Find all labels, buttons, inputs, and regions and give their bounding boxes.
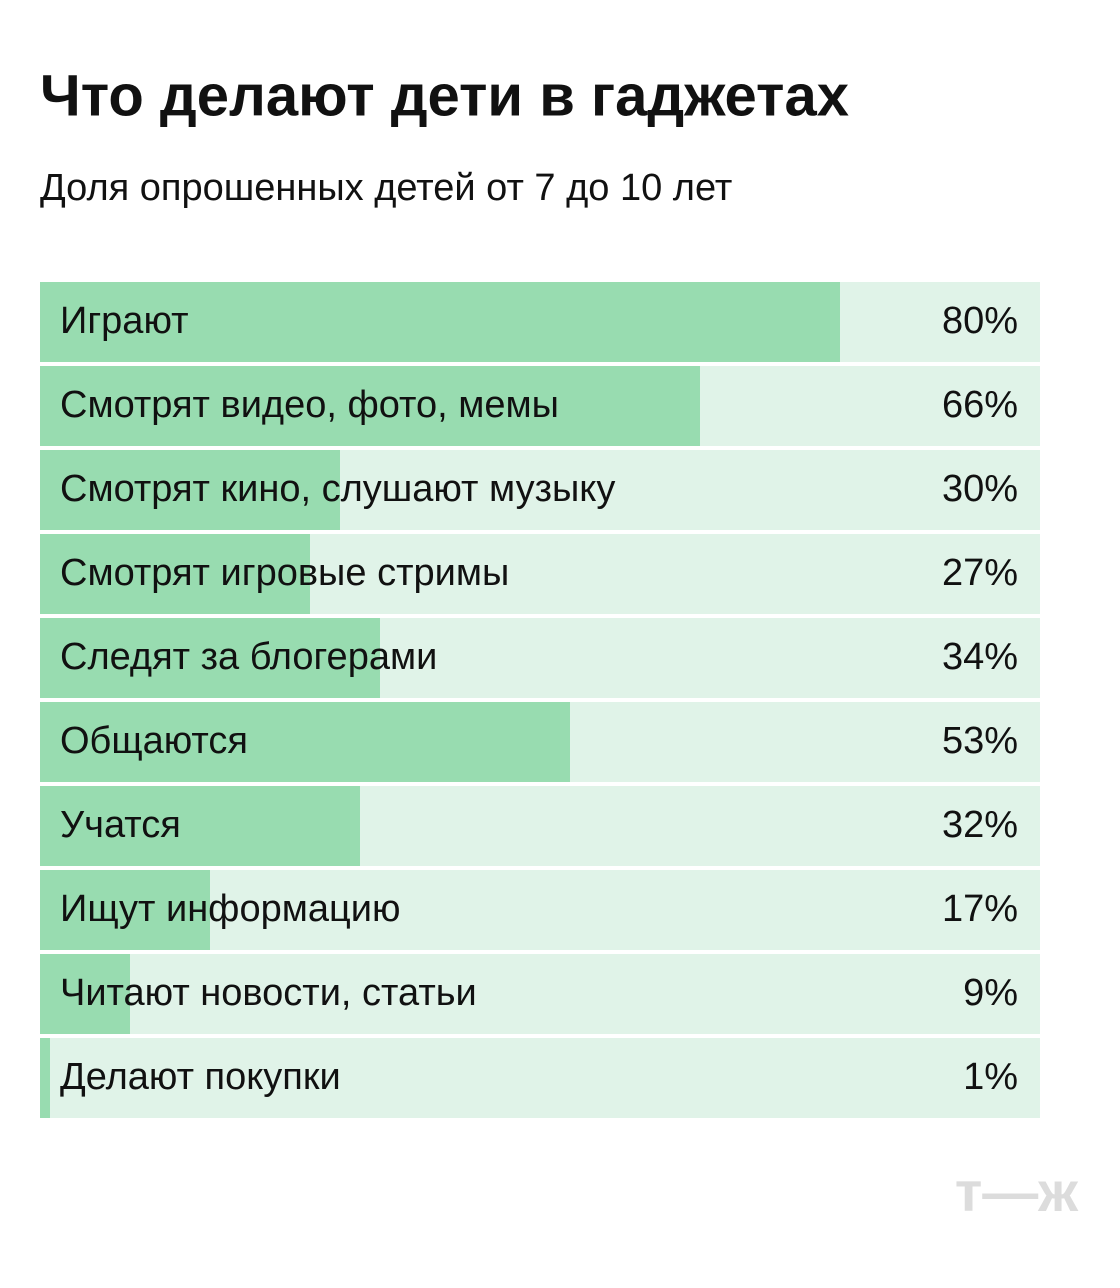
category-label: Общаются	[60, 720, 248, 762]
category-label: Делают покупки	[60, 1056, 341, 1098]
bar-track	[40, 1038, 1040, 1118]
value-label: 80%	[942, 300, 1018, 342]
value-label: 53%	[942, 720, 1018, 762]
category-label: Ищут информацию	[60, 888, 400, 930]
category-label: Следят за блогерами	[60, 636, 437, 678]
category-label: Смотрят игровые стримы	[60, 552, 509, 594]
value-label: 66%	[942, 384, 1018, 426]
value-label: 32%	[942, 804, 1018, 846]
category-label: Учатся	[60, 804, 181, 846]
logo: т—ж	[955, 1160, 1079, 1223]
value-label: 1%	[963, 1056, 1018, 1098]
bar	[40, 702, 570, 782]
bar	[40, 786, 360, 866]
bar	[40, 534, 310, 614]
category-label: Играют	[60, 300, 189, 342]
bar	[40, 282, 840, 362]
chart-subtitle: Доля опрошенных детей от 7 до 10 лет	[40, 167, 732, 209]
category-label: Смотрят кино, слушают музыку	[60, 468, 615, 510]
value-label: 17%	[942, 888, 1018, 930]
value-label: 27%	[942, 552, 1018, 594]
bar	[40, 870, 210, 950]
value-label: 30%	[942, 468, 1018, 510]
value-label: 9%	[963, 972, 1018, 1014]
bar	[40, 366, 700, 446]
value-label: 34%	[942, 636, 1018, 678]
bar	[40, 618, 380, 698]
category-label: Читают новости, статьи	[60, 972, 477, 1014]
bar	[40, 450, 340, 530]
bar-track	[40, 954, 1040, 1034]
bar	[40, 1038, 50, 1118]
bar	[40, 954, 130, 1034]
category-label: Смотрят видео, фото, мемы	[60, 384, 559, 426]
chart-title: Что делают дети в гаджетах	[40, 63, 849, 128]
